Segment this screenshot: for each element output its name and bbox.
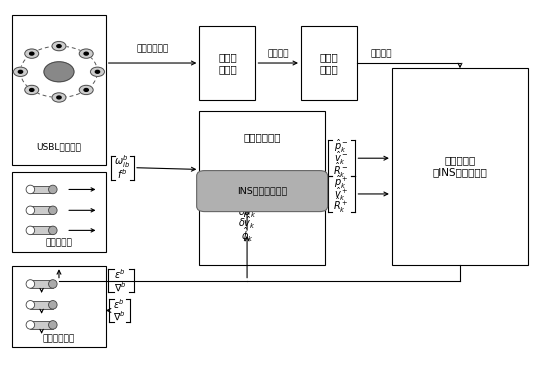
Text: $\nabla^b$: $\nabla^b$ [114, 280, 127, 293]
FancyBboxPatch shape [199, 26, 255, 100]
Ellipse shape [48, 300, 57, 309]
FancyBboxPatch shape [301, 26, 357, 100]
Text: $\nabla^b$: $\nabla^b$ [113, 310, 125, 323]
Circle shape [14, 67, 28, 76]
Circle shape [79, 49, 93, 58]
Text: 卡尔曼滤波
（INS误差模型）: 卡尔曼滤波 （INS误差模型） [433, 155, 488, 177]
Text: $\varepsilon^b$: $\varepsilon^b$ [115, 267, 126, 281]
Circle shape [57, 45, 61, 47]
Circle shape [18, 70, 23, 73]
Circle shape [25, 85, 39, 95]
Text: $\omega_{ib}^b$: $\omega_{ib}^b$ [114, 153, 130, 170]
Text: 捷联惯导系统: 捷联惯导系统 [243, 132, 281, 142]
Circle shape [84, 89, 89, 91]
FancyBboxPatch shape [30, 301, 53, 309]
FancyBboxPatch shape [30, 226, 53, 234]
Text: 斜距相位方程: 斜距相位方程 [136, 44, 169, 53]
Text: $\delta\hat{p}_k$: $\delta\hat{p}_k$ [238, 204, 256, 220]
Circle shape [57, 96, 61, 99]
FancyBboxPatch shape [30, 321, 53, 329]
Text: INS误差校正通道: INS误差校正通道 [237, 187, 287, 196]
FancyBboxPatch shape [392, 68, 528, 265]
Ellipse shape [26, 300, 35, 309]
Text: USBL接收基阵: USBL接收基阵 [36, 142, 81, 151]
Text: 三轴陀螺仪: 三轴陀螺仪 [46, 239, 72, 247]
Text: $\nabla^b$: $\nabla^b$ [111, 280, 124, 293]
FancyBboxPatch shape [197, 170, 327, 212]
Text: $\delta\hat{v}_k$: $\delta\hat{v}_k$ [238, 215, 256, 231]
Text: $\hat{p}_k^-$: $\hat{p}_k^-$ [334, 138, 348, 155]
Circle shape [30, 89, 34, 91]
Ellipse shape [48, 185, 57, 194]
Circle shape [52, 42, 66, 51]
Text: $\varepsilon^b$: $\varepsilon^b$ [111, 267, 124, 281]
Circle shape [25, 49, 39, 58]
Circle shape [96, 70, 99, 73]
Circle shape [44, 62, 74, 82]
Ellipse shape [48, 320, 57, 329]
Text: $\hat{R}_k^+$: $\hat{R}_k^+$ [333, 196, 349, 215]
Text: $f^b$: $f^b$ [117, 168, 127, 181]
FancyBboxPatch shape [12, 172, 106, 252]
Text: $\hat{v}_k^+$: $\hat{v}_k^+$ [334, 185, 348, 203]
Ellipse shape [26, 206, 35, 215]
FancyBboxPatch shape [30, 185, 53, 193]
Circle shape [79, 85, 93, 95]
Circle shape [84, 52, 89, 55]
Ellipse shape [48, 280, 57, 288]
Text: 应答器
间差分: 应答器 间差分 [320, 52, 338, 74]
Text: $\hat{\phi}_k$: $\hat{\phi}_k$ [241, 225, 254, 243]
Circle shape [52, 93, 66, 102]
Text: $\hat{p}_k^+$: $\hat{p}_k^+$ [334, 174, 348, 191]
Circle shape [30, 52, 34, 55]
FancyBboxPatch shape [30, 206, 53, 214]
Ellipse shape [26, 226, 35, 235]
Text: 双差方程: 双差方程 [370, 50, 392, 59]
Ellipse shape [48, 226, 57, 235]
Text: $\hat{v}_k^-$: $\hat{v}_k^-$ [334, 150, 348, 167]
Ellipse shape [48, 206, 57, 215]
Text: $\varepsilon^b$: $\varepsilon^b$ [113, 297, 125, 311]
Text: 水听器
间差分: 水听器 间差分 [218, 52, 237, 74]
Text: $\hat{R}_k^-$: $\hat{R}_k^-$ [333, 160, 349, 180]
Ellipse shape [26, 280, 35, 288]
Circle shape [91, 67, 104, 76]
FancyBboxPatch shape [30, 280, 53, 288]
FancyBboxPatch shape [199, 111, 325, 265]
FancyBboxPatch shape [12, 15, 106, 165]
Text: 三轴加速度计: 三轴加速度计 [43, 334, 75, 343]
FancyBboxPatch shape [12, 266, 106, 346]
Ellipse shape [26, 185, 35, 194]
Ellipse shape [26, 320, 35, 329]
Text: 单差方程: 单差方程 [268, 50, 289, 59]
